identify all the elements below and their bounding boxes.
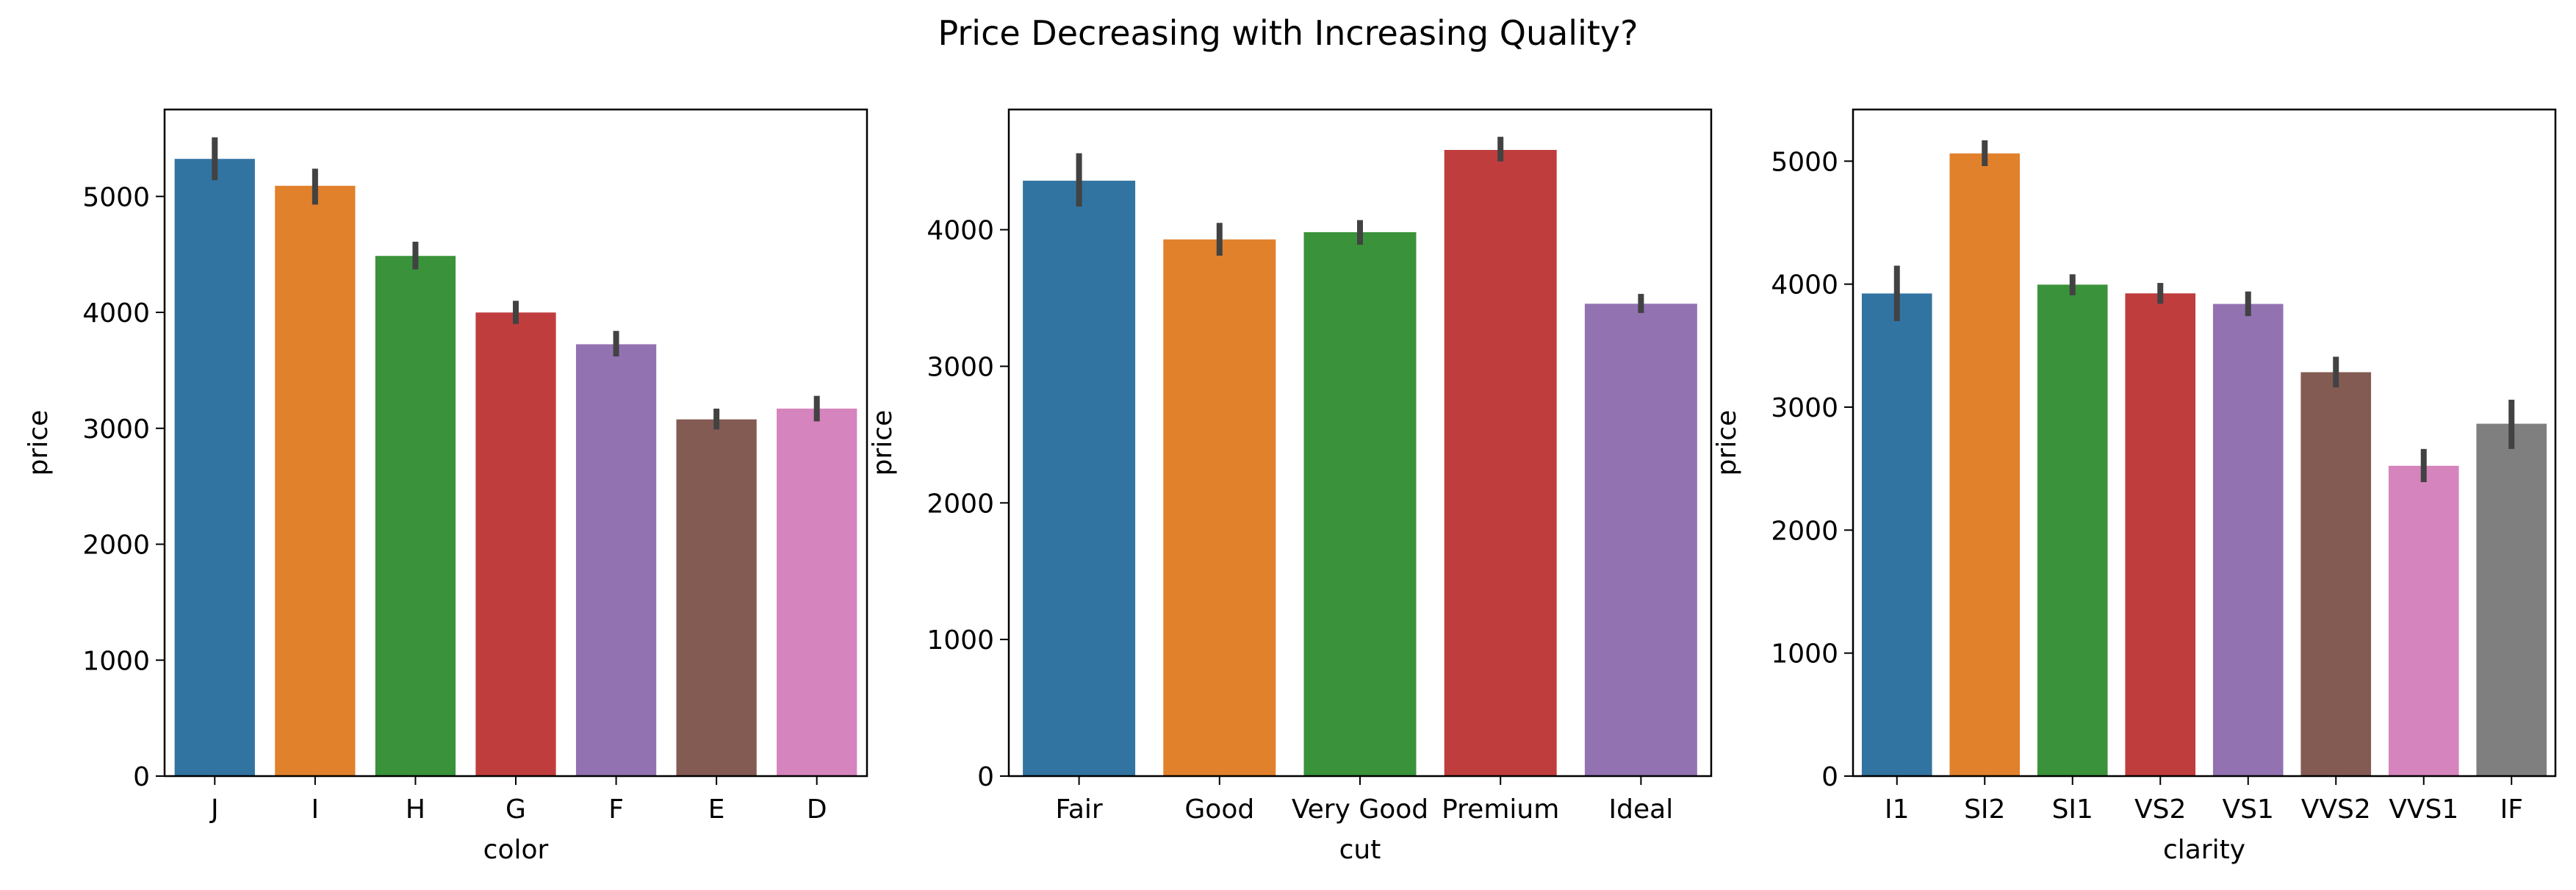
bar-G xyxy=(475,312,556,777)
x-tick-label: Premium xyxy=(1442,794,1559,825)
x-tick-label: Ideal xyxy=(1609,794,1674,825)
y-axis-label: price xyxy=(24,410,54,476)
x-tick-label: E xyxy=(708,794,725,825)
x-tick-label: I xyxy=(312,794,320,825)
bar-VS1 xyxy=(2212,304,2284,776)
y-tick-label: 0 xyxy=(1821,762,1838,792)
x-tick-label: Very Good xyxy=(1292,794,1428,825)
bar-F xyxy=(575,344,657,776)
y-tick-label: 5000 xyxy=(1771,147,1838,177)
y-tick-label: 1000 xyxy=(927,625,994,656)
bar-VVS2 xyxy=(2300,372,2372,776)
x-tick-label: SI1 xyxy=(2052,794,2093,825)
x-tick-label: J xyxy=(209,794,219,825)
bar-H xyxy=(375,256,456,777)
x-tick-label: VS2 xyxy=(2134,794,2186,825)
bar-Ideal xyxy=(1584,304,1697,777)
bar-IF xyxy=(2476,423,2547,776)
bar-VVS1 xyxy=(2388,465,2459,776)
x-tick-label: G xyxy=(506,794,526,825)
x-tick-label: VVS1 xyxy=(2389,794,2458,825)
bar-Good xyxy=(1163,239,1276,776)
axes-frame xyxy=(163,108,868,778)
bar-Fair xyxy=(1023,180,1136,777)
x-tick-label: Good xyxy=(1184,794,1254,825)
x-tick-label: I1 xyxy=(1885,794,1910,825)
bar-VS2 xyxy=(2125,293,2196,776)
y-tick-label: 4000 xyxy=(927,216,994,246)
y-tick-label: 4000 xyxy=(82,298,150,329)
x-tick-label: VVS2 xyxy=(2301,794,2371,825)
y-axis-label: price xyxy=(868,410,898,476)
axes-frame xyxy=(1007,108,1713,778)
bar-E xyxy=(676,419,757,776)
bar-J xyxy=(174,159,255,776)
bar-D xyxy=(777,408,857,776)
y-tick-label: 1000 xyxy=(1771,639,1838,670)
x-axis-label: color xyxy=(483,835,549,865)
y-tick-label: 3000 xyxy=(927,352,994,382)
x-tick-label: IF xyxy=(2500,794,2523,825)
y-tick-label: 3000 xyxy=(82,415,150,445)
y-tick-label: 1000 xyxy=(82,646,150,676)
x-axis-label: cut xyxy=(1339,835,1381,865)
x-tick-label: SI2 xyxy=(1964,794,2005,825)
bar-Very Good xyxy=(1303,232,1417,777)
y-tick-label: 5000 xyxy=(82,182,150,212)
bar-SI2 xyxy=(1949,153,2021,776)
x-tick-label: H xyxy=(406,794,425,825)
x-axis-label: clarity xyxy=(2163,835,2245,865)
bar-I1 xyxy=(1861,293,1932,776)
x-tick-label: Fair xyxy=(1055,794,1102,825)
y-tick-label: 3000 xyxy=(1771,393,1838,423)
y-tick-label: 0 xyxy=(977,762,994,792)
bar-SI1 xyxy=(2037,284,2108,776)
y-tick-label: 2000 xyxy=(82,531,150,561)
y-tick-label: 2000 xyxy=(927,489,994,519)
y-tick-label: 4000 xyxy=(1771,270,1838,301)
y-tick-label: 0 xyxy=(133,762,150,792)
bar-Premium xyxy=(1444,150,1557,776)
chart-panel-2: 0 1000 2000 3000 4000 Fair Good Very Good Premiu… xyxy=(868,108,1713,865)
x-tick-label: D xyxy=(807,794,827,825)
y-tick-label: 2000 xyxy=(1771,516,1838,546)
bar-I xyxy=(275,185,356,776)
x-tick-label: F xyxy=(608,794,624,825)
x-tick-label: VS1 xyxy=(2223,794,2274,825)
y-axis-label: price xyxy=(1712,410,1742,476)
axes-frame xyxy=(1852,108,2557,778)
chart-panel-3: 0 1000 2000 3000 4000 5000 I1 SI2 SI1 VS2 VS1 VVS2 V… xyxy=(1712,108,2557,865)
figure-title: Price Decreasing with Increasing Quality… xyxy=(938,13,1638,53)
